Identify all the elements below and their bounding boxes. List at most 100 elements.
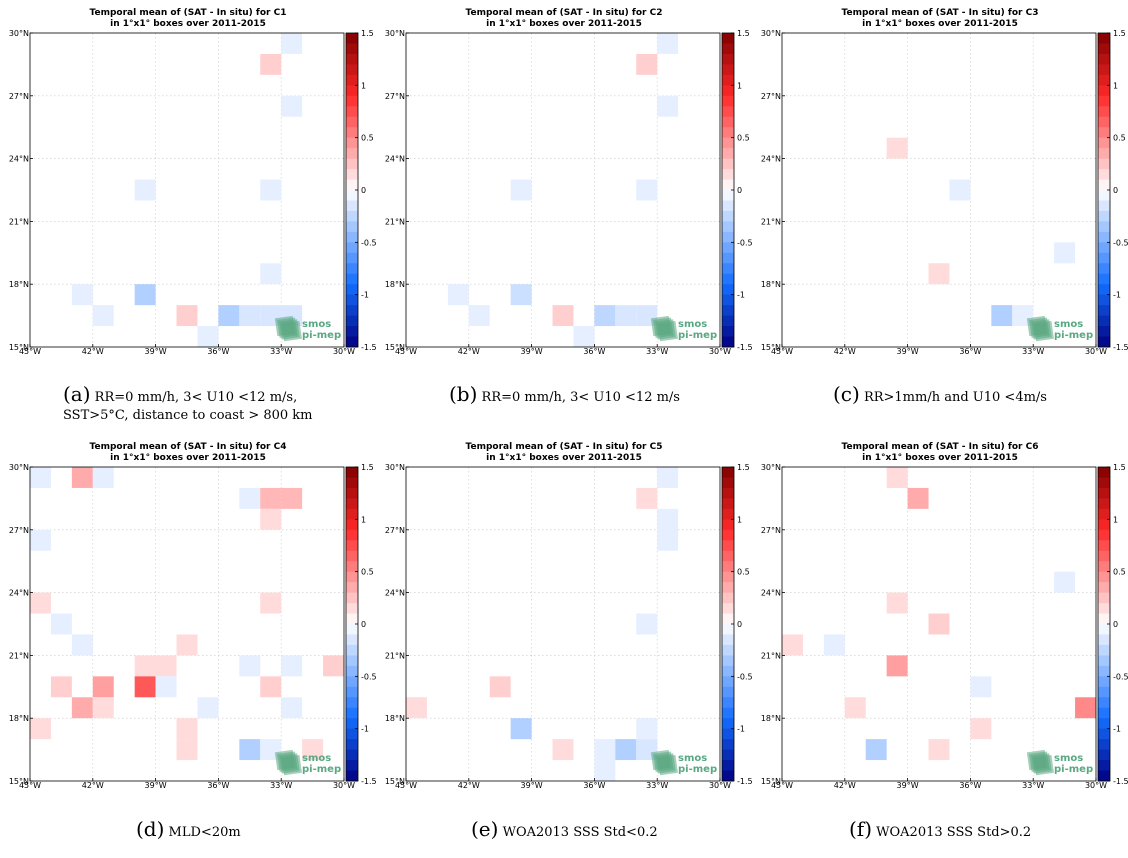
x-tick-label: 33°W xyxy=(646,781,668,790)
colorbar-level xyxy=(722,467,734,478)
panel-title-line1: Temporal mean of (SAT - In situ) for C5 xyxy=(465,442,663,452)
colorbar-tick-label: 1.5 xyxy=(1113,29,1126,38)
colorbar-level xyxy=(1098,686,1110,698)
x-tick-label: 36°W xyxy=(959,781,981,790)
x-tick-label: 39°W xyxy=(145,347,167,356)
colorbar-level xyxy=(1098,284,1110,296)
colorbar-level xyxy=(346,200,358,212)
colorbar-tick-label: -1 xyxy=(361,291,369,300)
logo-text-pimep: pi-mep xyxy=(678,330,717,341)
colorbar-level xyxy=(1098,158,1110,170)
panel-caption: (a) RR=0 mm/h, 3< U10 <12 m/s, SST>5°C, d… xyxy=(63,384,313,425)
colorbar-level xyxy=(346,571,358,583)
x-tick-label: 45°W xyxy=(771,347,793,356)
colorbar-level xyxy=(346,85,358,97)
logo-text-smos: smos xyxy=(302,319,331,330)
colorbar-level xyxy=(1098,305,1110,317)
grid-cell xyxy=(594,739,616,761)
grid-cell xyxy=(197,697,219,719)
grid-cell xyxy=(1054,571,1076,593)
x-tick-label: 42°W xyxy=(834,347,856,356)
logo-mark xyxy=(1033,754,1054,776)
x-tick-label: 42°W xyxy=(458,347,480,356)
grid-cell xyxy=(928,263,950,285)
grid-cell xyxy=(573,326,595,347)
y-tick-label: 21°N xyxy=(761,651,781,660)
colorbar-level xyxy=(1098,718,1110,730)
y-tick-label: 15°N xyxy=(9,777,29,786)
colorbar-tick-label: -0.5 xyxy=(1113,238,1128,247)
colorbar-level xyxy=(1098,85,1110,97)
colorbar-level xyxy=(346,540,358,552)
colorbar-tick-label: 1.5 xyxy=(737,29,750,38)
colorbar-level xyxy=(346,252,358,264)
colorbar-tick-label: 0 xyxy=(737,186,742,195)
logo-mark xyxy=(657,320,678,342)
grid-cell xyxy=(1075,697,1096,719)
grid-cell xyxy=(844,697,866,719)
colorbar-level xyxy=(722,326,734,338)
colorbar-level xyxy=(722,33,734,44)
y-tick-label: 30°N xyxy=(761,29,781,38)
grid-cell xyxy=(92,697,114,719)
grid-cell xyxy=(907,487,929,509)
panel-title-line2: in 1°x1° boxes over 2011-2015 xyxy=(862,19,1018,29)
colorbar-tick-label: -1.5 xyxy=(737,777,752,786)
logo-text-smos: smos xyxy=(1054,319,1083,330)
colorbar-tick-label: 1 xyxy=(1113,515,1118,524)
colorbar-level xyxy=(722,644,734,656)
grid-cell xyxy=(71,284,93,306)
grid-cell xyxy=(281,95,303,117)
y-tick-label: 15°N xyxy=(385,777,405,786)
caption-text: WOA2013 SSS Std<0.2 xyxy=(498,825,658,840)
grid-cell xyxy=(50,613,72,635)
y-tick-label: 18°N xyxy=(385,280,405,289)
grid-cell xyxy=(552,305,574,327)
colorbar-level xyxy=(346,158,358,170)
logo-text-pimep: pi-mep xyxy=(302,764,341,775)
x-tick-label: 42°W xyxy=(458,781,480,790)
colorbar-level xyxy=(722,613,734,625)
colorbar-level xyxy=(346,477,358,489)
grid-cell xyxy=(657,529,679,551)
colorbar-level xyxy=(346,728,358,740)
colorbar-level xyxy=(722,582,734,594)
colorbar-level xyxy=(346,592,358,604)
colorbar-level xyxy=(1098,634,1110,646)
grid-cell xyxy=(510,718,532,740)
colorbar-level xyxy=(346,137,358,149)
colorbar-level xyxy=(722,676,734,688)
map-svg: 45°W 42°W 39°W 36°W 33°W 30°W 15°N 18°N 21°N 24°N… xyxy=(9,29,376,356)
colorbar-level xyxy=(1098,571,1110,583)
grid-cell xyxy=(260,263,282,285)
y-tick-label: 30°N xyxy=(761,463,781,472)
plot-frame xyxy=(405,32,721,348)
logo-text-smos: smos xyxy=(678,753,707,764)
y-tick-label: 21°N xyxy=(385,651,405,660)
y-tick-label: 27°N xyxy=(9,526,29,535)
caption-label: (d) xyxy=(136,817,165,841)
colorbar-tick-label: 1 xyxy=(737,515,742,524)
colorbar-level xyxy=(346,739,358,751)
x-tick-label: 30°W xyxy=(1085,781,1107,790)
colorbar-level xyxy=(722,770,734,782)
y-tick-label: 24°N xyxy=(761,155,781,164)
colorbar-level xyxy=(722,158,734,170)
colorbar-level xyxy=(346,676,358,688)
map-svg: 45°W 42°W 39°W 36°W 33°W 30°W 15°N 18°N 21°N 24°N… xyxy=(761,29,1128,356)
colorbar-level xyxy=(346,467,358,478)
colorbar-level xyxy=(346,508,358,520)
colorbar: 1.5 1 0.5 0 -0.5 -1 -1.5 xyxy=(721,29,752,352)
panel-title: Temporal mean of (SAT - In situ) for C1 i… xyxy=(0,8,376,30)
grid-cell xyxy=(447,284,469,306)
grid-cell xyxy=(970,718,992,740)
colorbar-level xyxy=(346,284,358,296)
panel-caption: (b) RR=0 mm/h, 3< U10 <12 m/s xyxy=(449,384,680,407)
x-tick-label: 30°W xyxy=(709,347,731,356)
x-tick-label: 39°W xyxy=(897,347,919,356)
panel-caption: (f) WOA2013 SSS Std>0.2 xyxy=(849,819,1031,842)
colorbar-level xyxy=(346,210,358,222)
grid-cell xyxy=(636,53,658,75)
